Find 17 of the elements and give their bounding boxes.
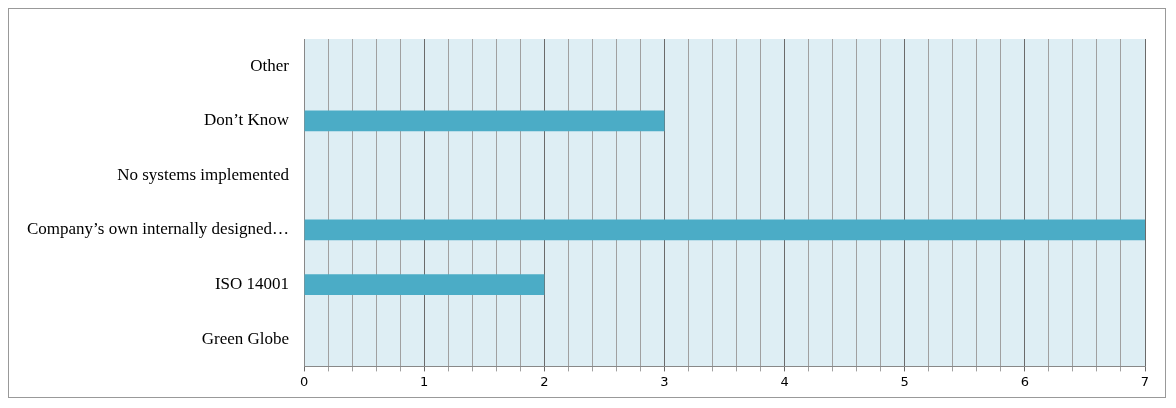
x-tick-label: 2 (540, 373, 549, 389)
x-tick-label: 7 (1140, 373, 1150, 389)
y-tick-label: No systems implemented (117, 164, 290, 184)
bar (304, 110, 665, 132)
bar (304, 274, 545, 295)
x-tick-label: 1 (420, 373, 429, 389)
y-tick-label: ISO 14001 (214, 274, 290, 294)
y-tick-label: Other (250, 55, 290, 75)
x-tick-label: 0 (299, 373, 309, 389)
y-tick-label: Don’t Know (203, 110, 290, 130)
y-tick-label: Company’s own internally designed… (26, 219, 290, 239)
x-tick-label: 5 (900, 373, 909, 389)
x-tick-label: 4 (780, 373, 789, 389)
x-tick-label: 3 (660, 373, 669, 389)
y-tick-label: Green Globe (201, 328, 290, 348)
x-tick-label: 6 (1020, 373, 1029, 389)
bar (304, 219, 1145, 241)
